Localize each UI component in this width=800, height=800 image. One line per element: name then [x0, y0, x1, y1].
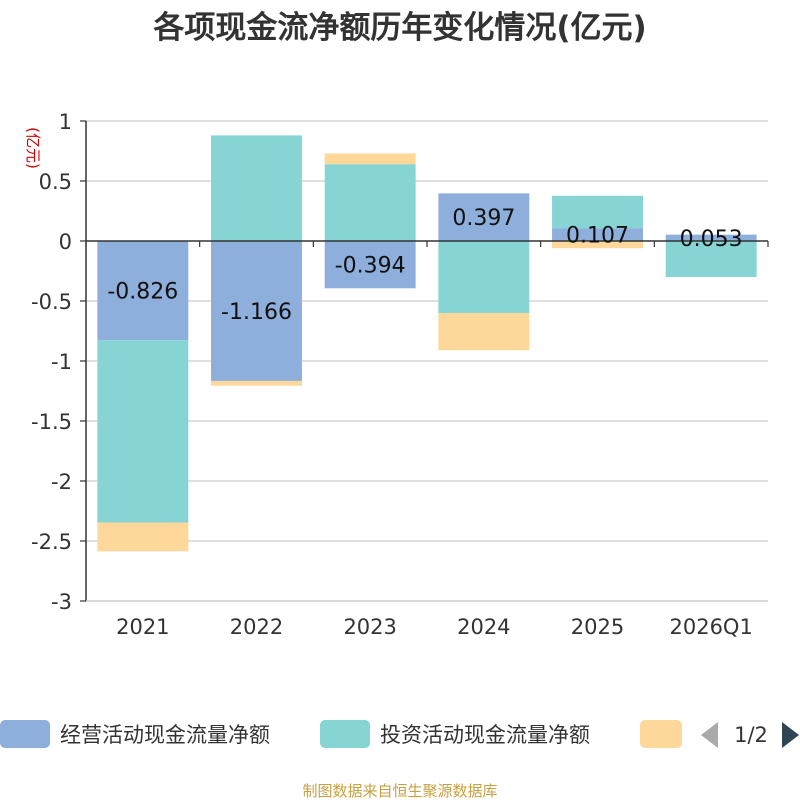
bar-segment[interactable] — [324, 153, 416, 165]
x-tick-label: 2025 — [571, 615, 624, 639]
bar-segment[interactable] — [438, 241, 530, 313]
data-label: -0.826 — [107, 280, 178, 305]
bar-segment[interactable] — [665, 234, 757, 241]
x-tick-label: 2026Q1 — [669, 615, 752, 639]
bar-segment[interactable] — [438, 193, 530, 241]
y-tick-label: -0.5 — [31, 290, 72, 314]
bar-segment[interactable] — [211, 241, 302, 381]
data-label: -1.166 — [221, 300, 292, 325]
legend-page-indicator: 1/2 — [734, 723, 768, 747]
bar-segment[interactable] — [211, 380, 302, 386]
bar-segment[interactable] — [211, 135, 302, 241]
source-note: 制图数据来自恒生聚源数据库 — [302, 782, 497, 800]
x-tick-label: 2022 — [230, 615, 283, 639]
legend-next-page-icon[interactable] — [782, 722, 799, 748]
bar-segment[interactable] — [665, 241, 757, 277]
data-label: 0.107 — [566, 224, 629, 249]
bar-segment[interactable] — [324, 241, 416, 289]
y-tick-label: -1 — [51, 350, 72, 374]
bars — [97, 135, 757, 552]
bar-segment[interactable] — [97, 522, 189, 552]
bar-segment[interactable] — [97, 340, 189, 523]
legend-prev-page-icon[interactable] — [701, 722, 718, 748]
data-labels: -0.826 -1.166 -0.394 0.397 0.107 0.053 — [107, 206, 742, 325]
legend-swatch-investing[interactable] — [320, 720, 370, 748]
legend: 经营活动现金流量净额 投资活动现金流量净额 1/2 — [0, 720, 799, 748]
y-tick-label: -1.5 — [31, 410, 72, 434]
legend-swatch-financing[interactable] — [640, 720, 682, 748]
bar-segment[interactable] — [438, 313, 530, 351]
y-tick-label: -3 — [51, 590, 72, 614]
bar-segment[interactable] — [324, 164, 416, 241]
x-tick-label: 2023 — [343, 615, 396, 639]
x-tick-label: 2021 — [116, 615, 169, 639]
legend-swatch-operating[interactable] — [0, 720, 50, 748]
y-tick-label: -2.5 — [31, 530, 72, 554]
axes: 1 0.5 0 -0.5 -1 -1.5 -2 -2.5 -3 2021 2022 2023 2024 2… — [31, 110, 769, 639]
grid — [86, 120, 768, 602]
data-label: -0.394 — [335, 254, 406, 279]
bar-segment[interactable] — [552, 241, 643, 249]
y-tick-label: -2 — [51, 470, 72, 494]
data-label: 0.053 — [680, 227, 743, 252]
legend-label-investing[interactable]: 投资活动现金流量净额 — [380, 723, 590, 747]
bar-segment[interactable] — [552, 228, 643, 241]
chart-title: 各项现金流净额历年变化情况(亿元) — [152, 10, 646, 46]
bar-segment[interactable] — [97, 241, 189, 341]
data-label: 0.397 — [452, 206, 515, 231]
y-tick-label: 0 — [59, 230, 72, 254]
y-axis-unit: (亿元) — [24, 127, 42, 169]
legend-label-operating[interactable]: 经营活动现金流量净额 — [60, 723, 270, 747]
bar-segment[interactable] — [552, 195, 643, 229]
x-tick-label: 2024 — [457, 615, 510, 639]
y-tick-label: 1 — [59, 110, 72, 134]
y-tick-label: 0.5 — [39, 170, 72, 194]
